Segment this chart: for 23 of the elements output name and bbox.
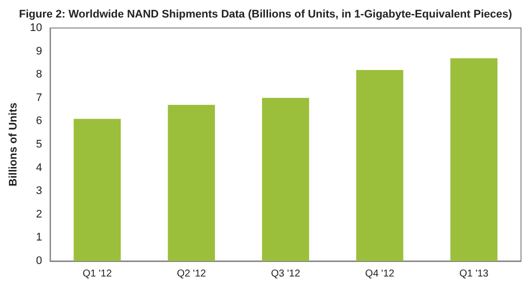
y-tick-label: 4 bbox=[36, 162, 42, 174]
bar bbox=[450, 58, 498, 261]
y-tick-label: 1 bbox=[36, 232, 42, 244]
y-tick-label: 9 bbox=[36, 45, 42, 58]
x-tick-label: Q1 '13 bbox=[459, 268, 489, 280]
y-tick-label: 5 bbox=[36, 138, 42, 150]
bar bbox=[168, 104, 215, 261]
x-tick-label: Q2 '12 bbox=[176, 268, 206, 280]
y-axis-title: Billions of Units bbox=[8, 102, 20, 186]
y-tick-label: 2 bbox=[36, 208, 42, 220]
chart-title: Figure 2: Worldwide NAND Shipments Data (Billions of Units, in 1-Gigabyte-Equivalent Pieces) bbox=[18, 8, 512, 20]
bar bbox=[74, 118, 121, 261]
y-tick-label: 3 bbox=[36, 185, 42, 198]
bar bbox=[356, 70, 404, 261]
y-tick-label: 7 bbox=[36, 92, 42, 104]
x-tick-label: Q4 '12 bbox=[365, 268, 395, 280]
y-tick-label: 6 bbox=[36, 115, 42, 128]
y-tick-label: 8 bbox=[36, 68, 42, 81]
x-tick-label: Q1 '12 bbox=[82, 268, 112, 280]
y-tick-label: 0 bbox=[36, 255, 42, 267]
x-tick-label: Q3 '12 bbox=[270, 268, 301, 280]
bar bbox=[262, 98, 310, 261]
y-tick-label: 10 bbox=[30, 22, 42, 34]
